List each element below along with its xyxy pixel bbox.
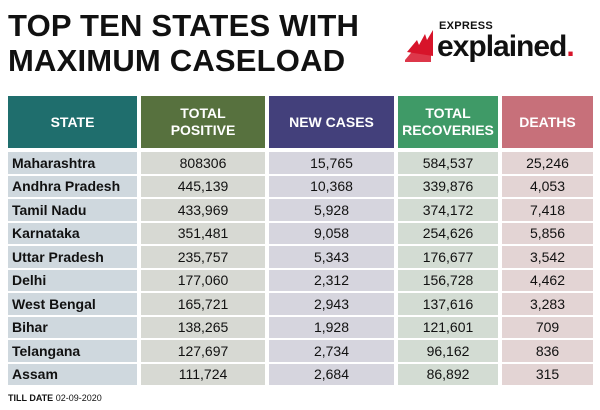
header-deaths-label: DEATHS bbox=[519, 113, 576, 130]
cell-new-cases: 10,368 bbox=[269, 175, 394, 197]
cell-total-recoveries: 176,677 bbox=[398, 246, 498, 268]
header-total-recoveries-line1: TOTAL bbox=[425, 105, 471, 121]
table-row: Uttar Pradesh 235,757 5,343 176,677 3,54… bbox=[8, 246, 593, 268]
cell-total-positive: 433,969 bbox=[141, 199, 265, 221]
header-total-recoveries: TOTAL RECOVERIES bbox=[398, 96, 498, 148]
header-total-recoveries-label: TOTAL RECOVERIES bbox=[402, 105, 494, 139]
header-total-positive-line2: POSITIVE bbox=[170, 122, 236, 138]
cell-new-cases: 2,734 bbox=[269, 340, 394, 362]
till-date-value: 02-09-2020 bbox=[55, 393, 102, 403]
header-total-recoveries-line2: RECOVERIES bbox=[402, 122, 494, 138]
header-new-cases: NEW CASES bbox=[269, 96, 394, 148]
cell-new-cases: 5,928 bbox=[269, 199, 394, 221]
cell-total-recoveries: 254,626 bbox=[398, 222, 498, 244]
header-total-positive-label: TOTAL POSITIVE bbox=[171, 105, 236, 139]
cell-state: Karnataka bbox=[8, 222, 137, 244]
header-total-positive: TOTAL POSITIVE bbox=[141, 96, 265, 148]
cell-total-positive: 445,139 bbox=[141, 175, 265, 197]
cell-deaths: 836 bbox=[502, 340, 593, 362]
title-line-1: TOP TEN STATES WITH bbox=[8, 8, 360, 43]
cell-total-positive: 177,060 bbox=[141, 269, 265, 291]
header-state: STATE bbox=[8, 96, 137, 148]
brand-explained-word: explained bbox=[437, 30, 567, 63]
table-row: Andhra Pradesh 445,139 10,368 339,876 4,… bbox=[8, 175, 593, 197]
cell-new-cases: 2,684 bbox=[269, 363, 394, 385]
table-row: Bihar 138,265 1,928 121,601 709 bbox=[8, 316, 593, 338]
cell-deaths: 4,053 bbox=[502, 175, 593, 197]
cell-deaths: 3,283 bbox=[502, 293, 593, 315]
flame-icon bbox=[405, 30, 433, 62]
cell-total-positive: 111,724 bbox=[141, 363, 265, 385]
till-date-label: TILL DATE bbox=[8, 393, 54, 403]
table-row: Assam 111,724 2,684 86,892 315 bbox=[8, 363, 593, 385]
cell-new-cases: 15,765 bbox=[269, 152, 394, 174]
header-new-cases-label: NEW CASES bbox=[289, 113, 374, 130]
cell-total-recoveries: 156,728 bbox=[398, 269, 498, 291]
cell-deaths: 709 bbox=[502, 316, 593, 338]
cell-deaths: 5,856 bbox=[502, 222, 593, 244]
cell-deaths: 315 bbox=[502, 363, 593, 385]
express-explained-logo: EXPRESS explained. bbox=[403, 18, 593, 68]
cell-total-recoveries: 584,537 bbox=[398, 152, 498, 174]
cell-total-positive: 351,481 bbox=[141, 222, 265, 244]
cell-total-positive: 808306 bbox=[141, 152, 265, 174]
cell-deaths: 25,246 bbox=[502, 152, 593, 174]
caseload-table: STATE TOTAL POSITIVE NEW CASES TOTAL RECOV… bbox=[8, 96, 593, 387]
cell-new-cases: 1,928 bbox=[269, 316, 394, 338]
header-total-positive-line1: TOTAL bbox=[180, 105, 226, 121]
brand-express: EXPRESS bbox=[439, 20, 494, 32]
cell-state: Maharashtra bbox=[8, 152, 137, 174]
cell-total-recoveries: 339,876 bbox=[398, 175, 498, 197]
cell-state: Telangana bbox=[8, 340, 137, 362]
cell-total-recoveries: 121,601 bbox=[398, 316, 498, 338]
table-body: Maharashtra 808306 15,765 584,537 25,246… bbox=[8, 152, 593, 385]
cell-total-positive: 138,265 bbox=[141, 316, 265, 338]
cell-deaths: 7,418 bbox=[502, 199, 593, 221]
cell-new-cases: 9,058 bbox=[269, 222, 394, 244]
cell-new-cases: 2,943 bbox=[269, 293, 394, 315]
cell-total-recoveries: 137,616 bbox=[398, 293, 498, 315]
brand-explained: explained. bbox=[437, 30, 575, 64]
cell-deaths: 3,542 bbox=[502, 246, 593, 268]
cell-state: Bihar bbox=[8, 316, 137, 338]
table-header: STATE TOTAL POSITIVE NEW CASES TOTAL RECOV… bbox=[8, 96, 593, 148]
cell-state: Delhi bbox=[8, 269, 137, 291]
cell-state: Uttar Pradesh bbox=[8, 246, 137, 268]
till-date-footer: TILL DATE 02-09-2020 bbox=[8, 393, 102, 403]
cell-total-positive: 235,757 bbox=[141, 246, 265, 268]
cell-total-recoveries: 96,162 bbox=[398, 340, 498, 362]
cell-total-recoveries: 374,172 bbox=[398, 199, 498, 221]
cell-total-positive: 127,697 bbox=[141, 340, 265, 362]
title-line-2: MAXIMUM CASELOAD bbox=[8, 43, 346, 78]
brand-dot: . bbox=[566, 30, 574, 63]
table-row: Karnataka 351,481 9,058 254,626 5,856 bbox=[8, 222, 593, 244]
header-state-label: STATE bbox=[50, 113, 95, 130]
cell-total-positive: 165,721 bbox=[141, 293, 265, 315]
table-row: Telangana 127,697 2,734 96,162 836 bbox=[8, 340, 593, 362]
cell-deaths: 4,462 bbox=[502, 269, 593, 291]
cell-total-recoveries: 86,892 bbox=[398, 363, 498, 385]
table-row: Maharashtra 808306 15,765 584,537 25,246 bbox=[8, 152, 593, 174]
cell-new-cases: 2,312 bbox=[269, 269, 394, 291]
cell-state: West Bengal bbox=[8, 293, 137, 315]
cell-state: Assam bbox=[8, 363, 137, 385]
table-row: West Bengal 165,721 2,943 137,616 3,283 bbox=[8, 293, 593, 315]
cell-new-cases: 5,343 bbox=[269, 246, 394, 268]
header-deaths: DEATHS bbox=[502, 96, 593, 148]
table-row: Delhi 177,060 2,312 156,728 4,462 bbox=[8, 269, 593, 291]
cell-state: Andhra Pradesh bbox=[8, 175, 137, 197]
page-title: TOP TEN STATES WITH MAXIMUM CASELOAD bbox=[8, 8, 359, 78]
table-row: Tamil Nadu 433,969 5,928 374,172 7,418 bbox=[8, 199, 593, 221]
cell-state: Tamil Nadu bbox=[8, 199, 137, 221]
